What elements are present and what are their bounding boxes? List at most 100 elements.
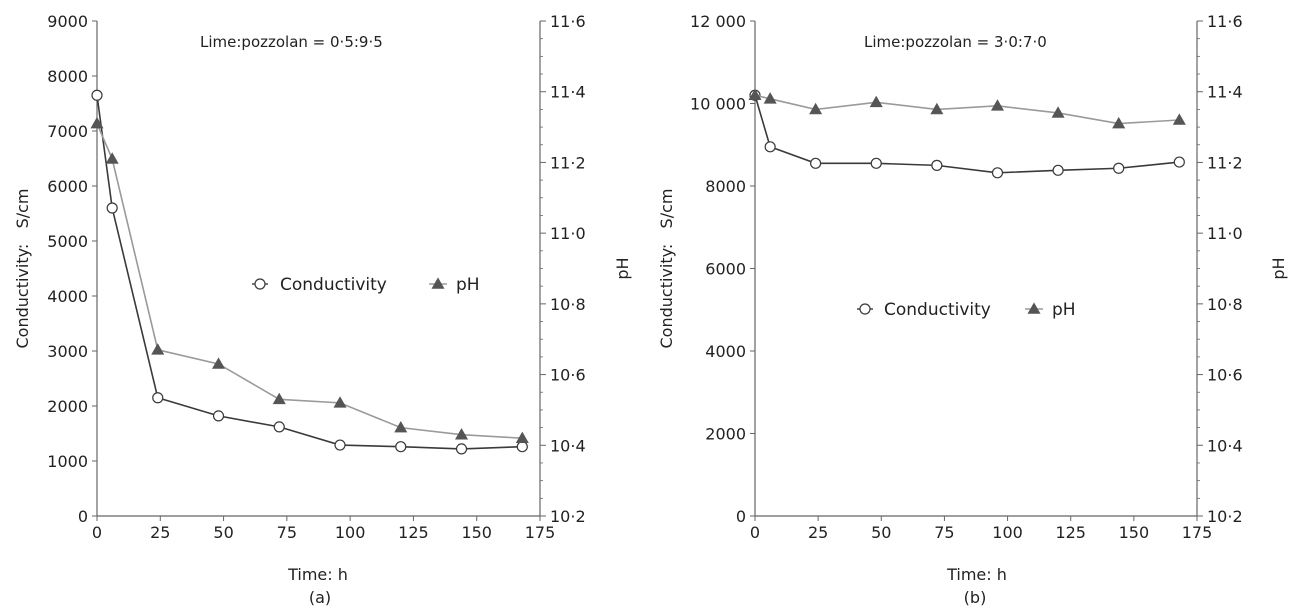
y-tick-label: 1000 (47, 452, 88, 471)
ratio-annotation: Lime:pozzolan = 0·5:9·5 (200, 33, 383, 51)
legend: Conductivity pH (252, 275, 480, 295)
y-tick-label: 7000 (47, 122, 88, 141)
ph-point (930, 102, 944, 115)
y2-tick-label: 11·4 (1207, 83, 1243, 102)
x-tick-label: 0 (750, 523, 760, 542)
y-axis-label: Conductivity: S/cm (657, 189, 676, 349)
y2-tick-label: 10·8 (1207, 295, 1243, 314)
y-tick-label: 9000 (47, 12, 88, 31)
ph-point (515, 431, 529, 444)
x-tick-label: 25 (808, 523, 828, 542)
conductivity-point (764, 141, 776, 153)
y-tick-label: 12 000 (690, 12, 746, 31)
conductivity-point (810, 157, 822, 169)
y2-tick-label: 10·2 (550, 507, 586, 526)
y2-tick-label: 11·0 (1207, 224, 1243, 243)
legend: Conductivity pH (857, 300, 1076, 320)
ph-point (748, 88, 762, 101)
conductivity-point (516, 441, 528, 453)
x-tick-label: 150 (1119, 523, 1150, 542)
y2-tick-label: 10·8 (550, 295, 586, 314)
ph-point (333, 396, 347, 408)
y2-tick-label: 11·2 (1207, 153, 1243, 172)
ph-point (455, 428, 469, 440)
x-axis-label: Time: h (946, 565, 1007, 584)
y-tick-label: 3000 (47, 342, 88, 361)
x-tick-label: 125 (398, 523, 429, 542)
y-tick-label: 2000 (705, 425, 746, 444)
y2-axis-label: pH (613, 257, 632, 279)
y-tick-label: 6000 (705, 260, 746, 279)
x-axis-label: Time: h (287, 565, 348, 584)
ph-point (990, 99, 1004, 111)
conductivity-point (106, 202, 118, 214)
legend-conductivity-marker (859, 303, 871, 315)
subfigure-label: (a) (309, 588, 331, 607)
ph-point (809, 102, 823, 115)
y2-tick-label: 10·4 (550, 436, 586, 455)
y-tick-label: 8000 (705, 177, 746, 196)
y-tick-label: 4000 (705, 342, 746, 361)
y-tick-label: 10 000 (690, 95, 746, 114)
legend-conductivity-label: Conductivity (884, 300, 991, 320)
y2-tick-label: 11·6 (1207, 12, 1243, 31)
ph-point (1112, 116, 1126, 129)
conductivity-point (395, 441, 407, 453)
x-tick-label: 175 (1182, 523, 1213, 542)
ratio-annotation: Lime:pozzolan = 3·0:7·0 (864, 33, 1047, 51)
y-tick-label: 6000 (47, 177, 88, 196)
x-tick-label: 100 (992, 523, 1023, 542)
y2-tick-label: 10·6 (550, 366, 586, 385)
ph-point (763, 92, 777, 104)
conductivity-point (1052, 164, 1064, 176)
y2-tick-label: 10·4 (1207, 436, 1243, 455)
y2-tick-label: 11·0 (550, 224, 586, 243)
x-tick-label: 125 (1055, 523, 1086, 542)
ph-point (211, 357, 226, 369)
legend-conductivity-label: Conductivity (280, 275, 387, 295)
legend-ph-label: pH (456, 275, 480, 295)
conductivity-point (334, 439, 346, 451)
ph-point (394, 421, 408, 433)
legend-ph-marker (431, 277, 445, 289)
y2-axis-label: pH (1269, 257, 1288, 279)
conductivity-point (273, 421, 285, 433)
y2-tick-label: 10·6 (1207, 366, 1243, 385)
conductivity-point (152, 392, 164, 404)
y-tick-label: 8000 (47, 67, 88, 86)
chart-panel-a: 0 25 50 75 100 125 150 175 0 1000 2000 3000 4000 5000… (13, 12, 632, 607)
chart-panel-b: 0 25 50 75 100 125 150 175 0 2000 4000 6000 8000 10 0… (657, 12, 1288, 607)
y2-tick-label: 11·4 (550, 83, 586, 102)
ph-point (90, 116, 104, 129)
ph-point (1051, 106, 1065, 118)
x-tick-label: 100 (335, 523, 366, 542)
conductivity-point (455, 443, 468, 455)
x-tick-label: 50 (871, 523, 891, 542)
conductivity-point (1173, 156, 1185, 168)
ph-point (1172, 113, 1186, 125)
y-tick-label: 0 (78, 507, 88, 526)
y2-tick-label: 10·2 (1207, 507, 1243, 526)
y-tick-label: 4000 (47, 287, 88, 306)
subfigure-label: (b) (964, 588, 987, 607)
ph-point (272, 392, 286, 405)
x-tick-label: 150 (461, 523, 492, 542)
y-tick-label: 5000 (47, 232, 88, 251)
x-tick-label: 75 (934, 523, 954, 542)
y2-tick-label: 11·6 (550, 12, 586, 31)
conductivity-point (212, 410, 225, 422)
ph-point (151, 343, 165, 355)
conductivity-point (931, 159, 943, 171)
legend-ph-label: pH (1052, 300, 1076, 320)
ph-point (869, 95, 883, 108)
x-tick-label: 175 (525, 523, 556, 542)
x-tick-label: 75 (277, 523, 297, 542)
ph-point (105, 152, 119, 164)
y2-tick-label: 11·2 (550, 153, 586, 172)
y-tick-label: 2000 (47, 397, 88, 416)
conductivity-point (1113, 162, 1125, 174)
x-tick-label: 0 (92, 523, 102, 542)
x-tick-label: 50 (213, 523, 233, 542)
legend-ph-marker (1027, 302, 1041, 314)
